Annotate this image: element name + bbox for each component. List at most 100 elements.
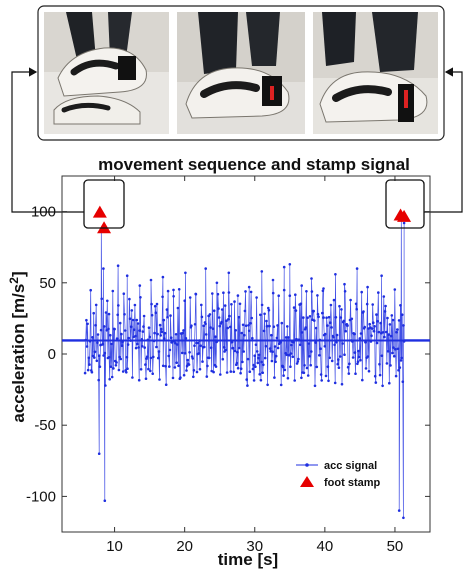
acc-signal-point <box>88 363 91 366</box>
acc-signal-point <box>319 373 323 376</box>
y-axis-label: acceleration [m/s2] <box>7 271 28 422</box>
acc-signal-point <box>139 296 142 299</box>
highlight-box-end <box>385 179 425 229</box>
acc-signal-point <box>214 335 217 339</box>
acc-signal-point <box>325 316 328 320</box>
acc-signal-point <box>160 330 164 334</box>
acc-signal-point <box>317 315 320 319</box>
acc-signal-point <box>191 357 194 360</box>
acc-signal-point <box>206 364 209 368</box>
acc-signal-point <box>228 314 231 318</box>
acc-signal-point <box>399 304 402 307</box>
acc-signal-point <box>245 378 248 381</box>
acc-signal-point <box>375 341 379 345</box>
acc-signal-point <box>119 357 123 361</box>
acc-signal-point <box>385 362 389 365</box>
acc-signal-point <box>372 321 375 325</box>
acc-signal-point <box>274 354 278 358</box>
acc-signal-point <box>388 381 391 385</box>
acc-signal-point <box>293 379 297 382</box>
acc-signal-point <box>182 373 186 377</box>
acc-signal-point <box>90 370 94 374</box>
acc-signal-point <box>158 323 162 327</box>
acc-signal-point <box>391 351 394 355</box>
acc-signal-point <box>295 362 299 365</box>
acc-signal-point <box>193 323 197 326</box>
x-tick-label: 20 <box>176 538 193 555</box>
acc-signal-point <box>107 356 111 359</box>
acc-signal-point <box>212 309 216 313</box>
acc-signal-point <box>92 311 95 315</box>
acc-signal-point <box>97 452 101 456</box>
acc-signal-point <box>181 331 185 335</box>
acc-signal-point <box>393 288 397 291</box>
acc-signal-point <box>192 369 196 372</box>
legend: acc signal foot stamp <box>296 460 381 489</box>
acc-signal-point <box>388 323 392 326</box>
acc-signal-point <box>149 356 153 360</box>
acc-signal-point <box>259 378 263 382</box>
acc-signal-point <box>140 338 143 341</box>
acc-signal-point <box>330 359 334 363</box>
acc-signal-point <box>226 326 229 330</box>
acc-signal-point <box>230 303 233 306</box>
acc-signal-point <box>320 379 324 382</box>
acc-signal-point <box>321 289 325 293</box>
acc-signal-point <box>211 292 214 295</box>
acc-signal-point <box>262 329 266 333</box>
acc-signal-point <box>195 341 198 345</box>
acc-signal-point <box>255 350 259 353</box>
acc-signal-point <box>398 366 402 369</box>
acc-signal-point <box>286 325 289 328</box>
shoe-stamp-photo-3 <box>313 12 438 134</box>
acc-signal-point <box>163 337 166 340</box>
acc-signal-point <box>222 346 226 349</box>
acc-signal-point <box>283 368 287 372</box>
highlight-box-start <box>83 179 125 229</box>
acc-signal-point <box>244 324 248 328</box>
acc-signal-point <box>229 370 233 373</box>
acc-signal-point <box>263 312 266 316</box>
acc-signal-point <box>128 317 132 321</box>
acc-signal-point <box>137 378 141 382</box>
acc-signal-point <box>327 315 331 319</box>
acc-signal-point <box>208 313 212 316</box>
acc-signal-point <box>251 336 254 340</box>
left-connector-arrow <box>11 67 84 213</box>
acc-signal-point <box>100 297 103 301</box>
acc-signal-point <box>138 284 142 287</box>
acc-signal-point <box>287 353 291 357</box>
acc-signal-point <box>256 361 260 365</box>
acc-signal-point <box>123 329 127 332</box>
acc-signal-point <box>350 317 354 321</box>
acc-signal-point <box>158 378 161 381</box>
acc-signal-point <box>334 273 337 276</box>
acc-signal-point <box>232 370 236 374</box>
acc-signal-point <box>368 322 372 326</box>
acc-signal-point <box>260 303 264 307</box>
acc-signal-point <box>369 340 373 343</box>
chart-title: movement sequence and stamp signal <box>98 155 410 174</box>
acc-signal-point <box>288 263 292 266</box>
acc-signal-point <box>389 334 393 338</box>
acc-signal-point <box>387 333 391 336</box>
acc-signal-point <box>204 322 207 326</box>
acc-signal-point <box>366 355 370 358</box>
acc-signal-point <box>131 376 134 379</box>
acc-signal-point <box>204 267 207 270</box>
acc-signal-point <box>253 354 256 358</box>
acc-signal-point <box>249 290 253 294</box>
acc-signal-point <box>142 325 145 328</box>
acc-signal-point <box>145 355 149 359</box>
acc-signal-point <box>234 329 237 332</box>
acc-signal-point <box>274 360 277 364</box>
acc-signal-point <box>184 352 187 355</box>
acc-signal-point <box>267 308 271 312</box>
acc-signal-point <box>252 379 256 382</box>
acc-signal-point <box>211 327 215 331</box>
acc-signal-point <box>258 373 262 376</box>
acc-signal-point <box>272 325 276 329</box>
acc-signal-point <box>188 296 192 299</box>
acc-signal-point <box>111 289 115 293</box>
acc-signal-point <box>312 309 316 313</box>
